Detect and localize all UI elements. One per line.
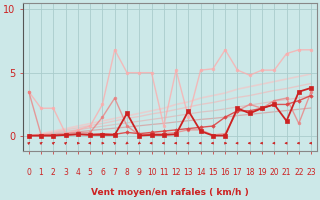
- X-axis label: Vent moyen/en rafales ( km/h ): Vent moyen/en rafales ( km/h ): [91, 188, 249, 197]
